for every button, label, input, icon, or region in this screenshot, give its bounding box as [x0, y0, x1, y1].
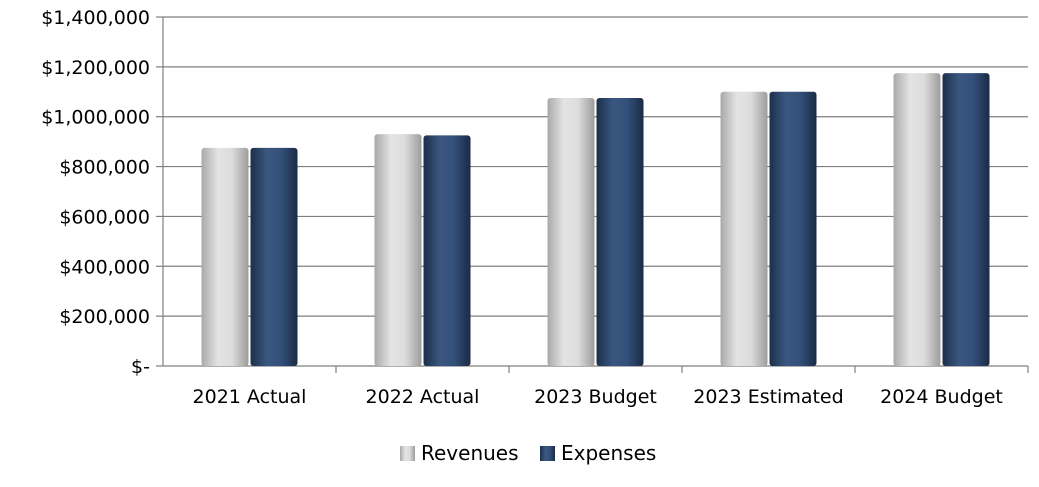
bar-expenses-body — [769, 91, 817, 367]
bar-expenses-body — [250, 147, 298, 366]
bar-expenses-body — [423, 135, 471, 366]
y-tick-label: $600,000 — [59, 206, 150, 228]
y-tick-label: $1,000,000 — [41, 107, 150, 129]
y-tick-label: $400,000 — [59, 256, 150, 278]
bar-expenses — [423, 135, 471, 366]
axes — [156, 16, 1029, 373]
x-tick-label: 2024 Budget — [880, 386, 1003, 408]
bar-expenses — [596, 98, 644, 367]
legend-swatch-expenses — [540, 446, 555, 461]
bar-revenues-body — [720, 91, 768, 367]
bar-revenues-body — [201, 147, 249, 366]
x-tick-label: 2022 Actual — [366, 386, 480, 408]
bar-expenses — [250, 147, 298, 366]
gridlines — [163, 16, 1028, 317]
x-tick-label: 2023 Estimated — [693, 386, 843, 408]
axis-labels: $- $200,000 $400,000 $600,000 $800,000 $1,000… — [41, 7, 1003, 408]
legend-swatch-revenues — [400, 446, 415, 461]
y-tick-label: $1,200,000 — [41, 57, 150, 79]
bar-expenses-body — [942, 73, 990, 366]
bar-revenues — [547, 98, 595, 367]
y-tick-label: $1,400,000 — [41, 7, 150, 29]
bar-expenses-body — [596, 98, 644, 367]
bar-revenues-body — [547, 98, 595, 367]
bar-expenses — [942, 73, 990, 366]
x-tick-label: 2023 Budget — [534, 386, 657, 408]
bar-revenues — [374, 134, 422, 366]
bar-revenues — [201, 147, 249, 366]
legend-label-revenues: Revenues — [421, 441, 519, 465]
y-tick-label: $200,000 — [59, 306, 150, 328]
bar-revenues-body — [374, 134, 422, 366]
bar-revenues — [893, 73, 941, 366]
bars — [201, 73, 990, 367]
bar-revenues-body — [893, 73, 941, 366]
bar-revenues — [720, 91, 768, 367]
bar-expenses — [769, 91, 817, 367]
legend: Revenues Expenses — [400, 441, 656, 465]
y-tick-label: $800,000 — [59, 157, 150, 179]
legend-label-expenses: Expenses — [561, 441, 656, 465]
y-tick-label: $- — [131, 356, 150, 378]
x-tick-label: 2021 Actual — [193, 386, 307, 408]
